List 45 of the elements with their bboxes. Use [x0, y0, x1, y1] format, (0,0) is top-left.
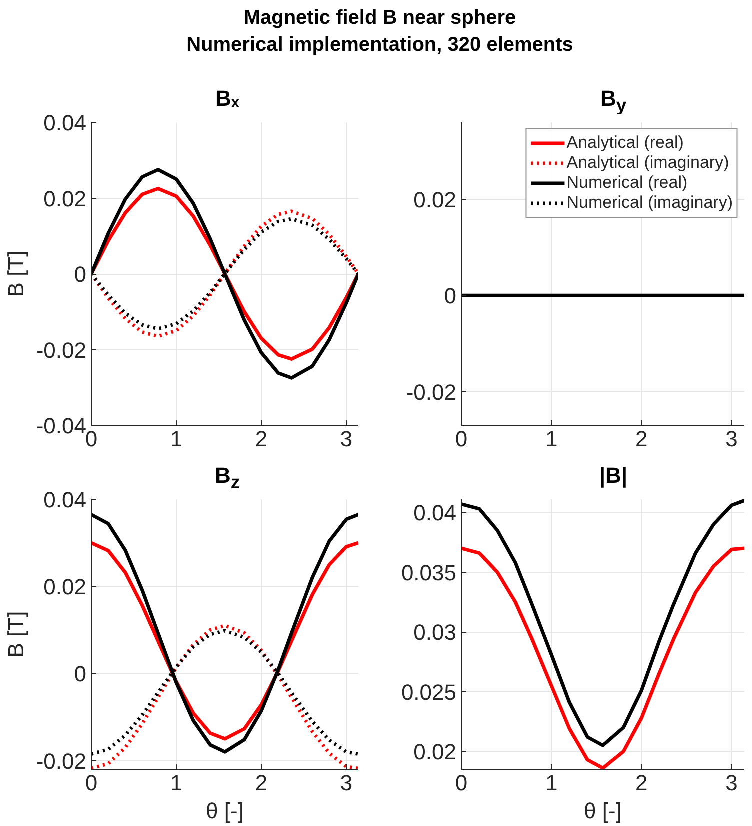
- chart-title: B$_{z}$: [214, 463, 240, 492]
- x-tick-label: 3: [726, 426, 738, 452]
- y-tick-label: 0.02: [44, 186, 87, 212]
- y-tick-label: 0.025: [401, 680, 457, 705]
- y-tick-label: 0.035: [401, 560, 457, 586]
- x-tick-label: 2: [255, 426, 268, 452]
- y-tick-label: -0.02: [36, 748, 87, 774]
- y-tick-label: 0.04: [44, 110, 87, 136]
- legend-label: Analytical (real): [566, 133, 684, 153]
- chart-title: B$_{y}$: [600, 86, 627, 116]
- x-tick-label: 1: [170, 426, 183, 452]
- x-tick-label: 2: [636, 770, 648, 796]
- y-tick-label: 0.04: [414, 500, 457, 526]
- y-tick-label: -0.04: [36, 414, 87, 438]
- y-tick-label: 0.02: [44, 574, 87, 600]
- y-tick-label: 0: [444, 284, 457, 309]
- x-tick-label: 2: [636, 426, 648, 452]
- y-axis-title: B [T]: [3, 611, 28, 658]
- chart-title: |B|: [599, 463, 628, 488]
- legend-label: Numerical (real): [566, 173, 688, 193]
- y-tick-label: 0.03: [414, 620, 457, 646]
- x-tick-label: 3: [340, 426, 353, 452]
- x-tick-label: 3: [726, 770, 738, 796]
- legend-label: Analytical (imaginary): [566, 153, 730, 173]
- y-tick-label: 0.04: [44, 488, 87, 512]
- text: Numerical implementation, 320 elements: [186, 34, 574, 56]
- y-tick-label: -0.02: [406, 380, 457, 405]
- x-tick-label: 1: [545, 770, 558, 796]
- line-series: [462, 500, 744, 748]
- x-tick-label: 3: [340, 770, 353, 796]
- x-axis-title: θ [-]: [206, 798, 244, 824]
- y-tick-label: 0: [74, 662, 87, 687]
- line-series: [92, 512, 358, 754]
- x-tick-label: 1: [170, 770, 183, 796]
- x-tick-label: 2: [255, 770, 268, 796]
- y-tick-label: 0.02: [414, 187, 457, 212]
- text: Magnetic field B near sphere: [244, 7, 516, 29]
- x-tick-label: 1: [545, 426, 558, 452]
- y-tick-label: 0: [74, 262, 87, 287]
- y-tick-label: -0.02: [36, 338, 87, 363]
- y-tick-label: 0.02: [414, 740, 457, 765]
- chart-title: Bₓ: [216, 86, 240, 111]
- legend-label: Numerical (imaginary): [566, 193, 733, 213]
- y-axis-title: B [T]: [3, 250, 28, 298]
- x-axis-title: θ [-]: [584, 798, 622, 824]
